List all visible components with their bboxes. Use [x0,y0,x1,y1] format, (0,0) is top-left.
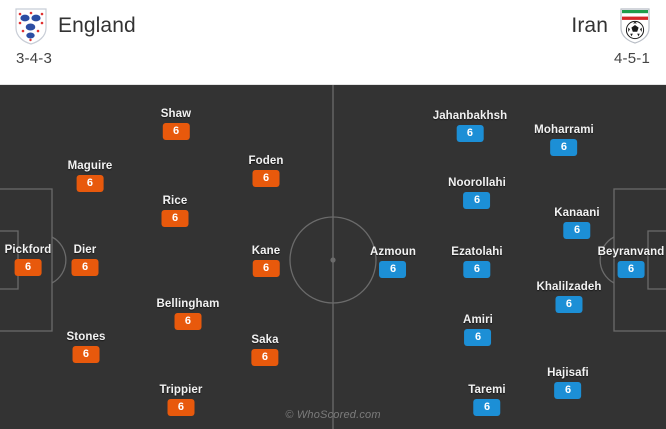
player-name: Kanaani [554,207,600,219]
player-marker[interactable]: Kane 6 [252,245,281,277]
player-marker[interactable]: Moharrami 6 [534,124,594,156]
player-marker[interactable]: Saka 6 [251,334,279,366]
player-rating-badge[interactable]: 6 [456,125,484,142]
player-marker[interactable]: Trippier 6 [160,384,203,416]
player-name: Dier [73,244,97,256]
home-team-row: England [14,6,136,46]
player-marker[interactable]: Rice 6 [161,195,189,227]
player-marker[interactable]: Jahanbakhsh 6 [433,110,508,142]
player-marker[interactable]: Shaw 6 [161,108,191,140]
player-rating-badge[interactable]: 6 [252,170,280,187]
player-marker[interactable]: Amiri 6 [463,314,493,346]
match-header: England 3-4-3 Iran [0,0,666,85]
player-name: Kane [251,245,281,257]
player-marker[interactable]: Dier 6 [71,244,99,276]
player-marker[interactable]: Taremi 6 [468,384,506,416]
player-marker[interactable]: Noorollahi 6 [448,177,506,209]
player-marker[interactable]: Maguire 6 [68,160,113,192]
player-name: Hajisafi [547,367,589,379]
england-crest-icon [14,7,48,45]
player-name: Shaw [160,108,192,120]
player-marker[interactable]: Azmoun 6 [370,246,416,278]
player-rating-badge[interactable]: 6 [463,261,491,278]
player-rating-badge[interactable]: 6 [555,296,583,313]
player-rating-badge[interactable]: 6 [554,382,582,399]
player-marker[interactable]: Pickford 6 [5,244,52,276]
player-name: Pickford [4,244,52,256]
player-name: Jahanbakhsh [432,110,508,122]
pitch-markings [0,85,666,429]
away-team-row: Iran [571,6,652,46]
player-name: Foden [248,155,284,167]
player-rating-badge[interactable]: 6 [161,210,189,227]
player-name: Amiri [463,314,493,326]
away-team-block[interactable]: Iran [571,6,652,67]
away-team-name: Iran [571,14,608,37]
watermark: © WhoScored.com [285,409,381,421]
pitch: Pickford 6 Dier 6 Maguire 6 Stones 6 Shaw 6 Rice 6 B… [0,85,666,429]
player-name: Rice [162,195,188,207]
player-name: Azmoun [370,246,416,258]
player-marker[interactable]: Khalilzadeh 6 [536,281,601,313]
player-marker[interactable]: Kanaani 6 [554,207,600,239]
player-marker[interactable]: Ezatolahi 6 [451,246,503,278]
player-rating-badge[interactable]: 6 [563,222,591,239]
away-formation: 4-5-1 [613,50,650,67]
player-name: Khalilzadeh [536,281,602,293]
player-marker[interactable]: Hajisafi 6 [547,367,589,399]
player-marker[interactable]: Foden 6 [249,155,284,187]
player-name: Saka [251,334,279,346]
player-rating-badge[interactable]: 6 [379,261,407,278]
player-name: Moharrami [534,124,594,136]
player-rating-badge[interactable]: 6 [76,175,104,192]
player-rating-badge[interactable]: 6 [71,259,99,276]
player-name: Stones [66,331,106,343]
player-rating-badge[interactable]: 6 [162,123,190,140]
player-rating-badge[interactable]: 6 [550,139,578,156]
player-marker[interactable]: Bellingham 6 [157,298,220,330]
player-rating-badge[interactable]: 6 [463,192,491,209]
player-name: Beyranvand [597,246,665,258]
player-rating-badge[interactable]: 6 [167,399,195,416]
player-name: Ezatolahi [451,246,503,258]
home-team-block[interactable]: England 3-4-3 [14,6,136,67]
player-rating-badge[interactable]: 6 [251,349,279,366]
player-rating-badge[interactable]: 6 [14,259,42,276]
player-name: Taremi [468,384,506,396]
player-rating-badge[interactable]: 6 [252,260,280,277]
player-rating-badge[interactable]: 6 [617,261,645,278]
home-formation: 3-4-3 [16,50,53,67]
player-rating-badge[interactable]: 6 [473,399,501,416]
iran-crest-icon [618,7,652,45]
player-rating-badge[interactable]: 6 [464,329,492,346]
home-team-name: England [58,14,136,37]
player-marker[interactable]: Beyranvand 6 [598,246,665,278]
player-name: Trippier [159,384,203,396]
player-rating-badge[interactable]: 6 [174,313,202,330]
player-name: Bellingham [156,298,220,310]
player-rating-badge[interactable]: 6 [72,346,100,363]
player-name: Noorollahi [448,177,506,189]
player-marker[interactable]: Stones 6 [67,331,106,363]
player-name: Maguire [67,160,113,172]
